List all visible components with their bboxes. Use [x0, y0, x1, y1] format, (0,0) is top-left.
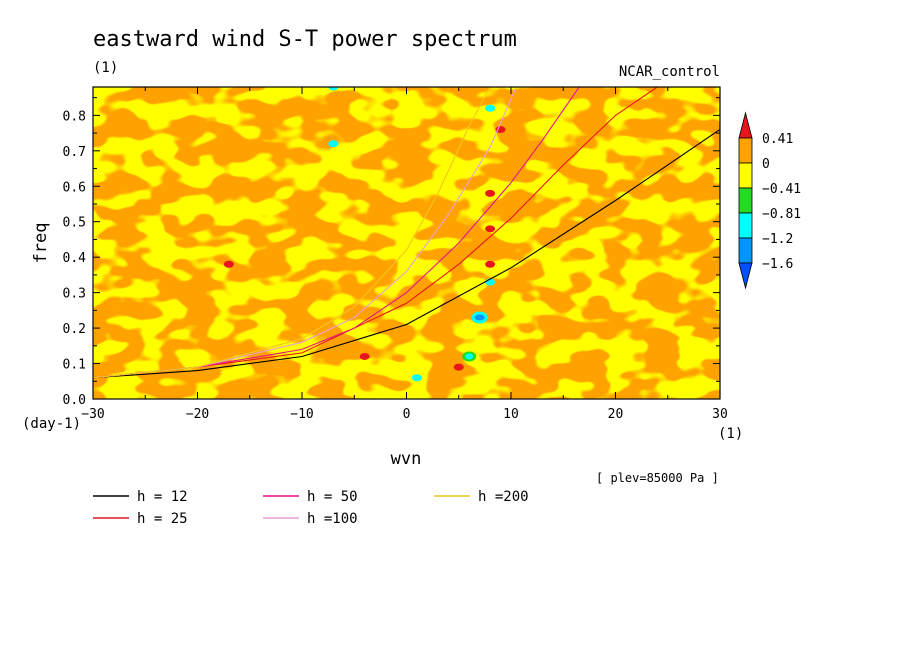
- x-tick-label: 20: [608, 407, 624, 422]
- y-tick-label: 0.4: [63, 251, 87, 266]
- y-tick-label: 0.0: [63, 393, 86, 408]
- x-axis-title: wvn: [391, 449, 422, 469]
- y-axis-ticks: 0.0 0.1 0.2 0.3 0.4 0.5 0.6 0.7 0.8: [63, 97, 720, 408]
- legend: h = 12 h = 25 h = 50 h =100 h =200: [93, 489, 529, 527]
- feature-5: [328, 140, 339, 148]
- feature-10: [453, 363, 464, 371]
- feature-8: [223, 260, 234, 268]
- legend-label: h = 50: [307, 489, 358, 505]
- y-tick-label: 0.8: [63, 109, 86, 124]
- y-axis-title: freq: [31, 223, 51, 264]
- colorbar-segment: [738, 187, 753, 214]
- dispersion-curves: [93, 87, 720, 379]
- colorbar-label: −0.81: [762, 207, 801, 222]
- x-tick-label: 0: [403, 407, 411, 422]
- colorbar-segment: [738, 137, 753, 164]
- y-tick-label: 0.7: [63, 145, 86, 160]
- plot-area: [93, 87, 720, 399]
- curve-h-200: [93, 87, 491, 379]
- colorbar-segment-bottom: [738, 262, 753, 290]
- y-tick-label: 0.6: [63, 180, 86, 195]
- chart-subtitle-right: NCAR_control: [619, 64, 720, 80]
- curve-h-50: [93, 87, 580, 379]
- feature-13: [485, 104, 496, 112]
- legend-label: h =100: [307, 511, 358, 527]
- colorbar-label: 0.41: [762, 132, 793, 147]
- legend-label: h =200: [478, 489, 529, 505]
- chart-subtitle-left: (1): [93, 60, 118, 76]
- colorbar-segment-top: [738, 111, 753, 139]
- x-tick-label: −10: [290, 407, 313, 422]
- feature-9: [359, 352, 370, 360]
- y-tick-label: 0.2: [63, 322, 86, 337]
- chart-title: eastward wind S-T power spectrum: [93, 27, 517, 52]
- feature-12: [485, 225, 496, 233]
- colorbar-segment: [738, 162, 753, 189]
- curve-h-100: [93, 87, 517, 379]
- feature-3: [411, 374, 422, 382]
- x-tick-label: 30: [712, 407, 728, 422]
- feature-7: [485, 189, 496, 197]
- colorbar-label: 0: [762, 157, 770, 172]
- x-tick-label: −30: [81, 407, 104, 422]
- colorbar-segment: [738, 212, 753, 239]
- heatmap-noise-field: [93, 87, 720, 399]
- x-axis-ticks: −30 −20 −10 0 10 20 30: [81, 87, 728, 422]
- legend-label: h = 25: [137, 511, 188, 527]
- colorbar-segment: [738, 237, 753, 264]
- colorbar-label: −1.2: [762, 232, 793, 247]
- x-tick-label: −20: [186, 407, 209, 422]
- colorbar-label: −1.6: [762, 257, 793, 272]
- colorbar-label: −0.41: [762, 182, 801, 197]
- x-tick-label: 10: [503, 407, 519, 422]
- feature-11: [485, 260, 496, 268]
- pressure-annotation: [ plev=85000 Pa ]: [596, 471, 719, 485]
- legend-label: h = 12: [137, 489, 188, 505]
- y-unit-label: (day-1): [22, 416, 81, 432]
- y-tick-label: 0.1: [63, 358, 86, 373]
- x-unit-label: (1): [718, 426, 743, 442]
- y-tick-label: 0.5: [63, 216, 86, 231]
- colorbar: 0.41 0 −0.41 −0.81 −1.2 −1.6: [738, 111, 801, 290]
- y-tick-label: 0.3: [63, 287, 86, 302]
- feature-1: [465, 353, 474, 360]
- feature-0: [474, 314, 485, 321]
- feature-4: [328, 87, 339, 91]
- heatmap-features: [223, 87, 506, 382]
- curve-h-25: [93, 87, 659, 379]
- curve-h-12: [93, 129, 720, 379]
